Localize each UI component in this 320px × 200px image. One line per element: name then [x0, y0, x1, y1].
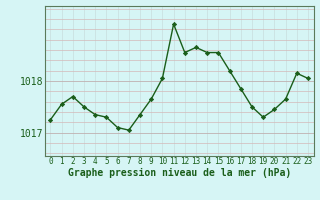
X-axis label: Graphe pression niveau de la mer (hPa): Graphe pression niveau de la mer (hPa)	[68, 168, 291, 178]
